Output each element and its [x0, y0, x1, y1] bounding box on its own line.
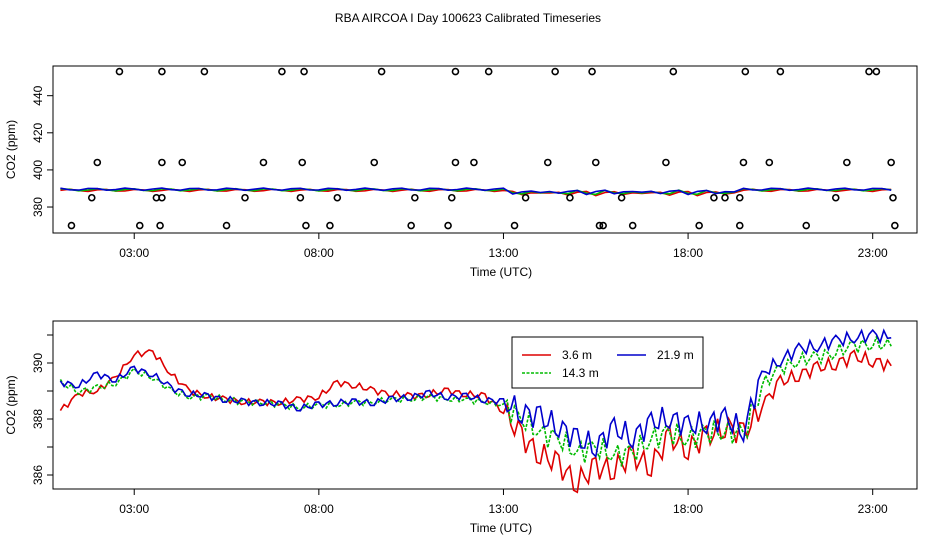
y-tick-label: 420: [31, 122, 45, 142]
series-line-14-3-m: [59, 334, 892, 467]
flag-point: [695, 221, 703, 230]
flag-point: [158, 67, 166, 76]
flag-point: [802, 221, 811, 230]
flag-point: [447, 193, 456, 202]
flag-point: [735, 193, 744, 202]
x-tick-label: 13:00: [488, 246, 518, 260]
flag-point: [278, 67, 286, 76]
flag-point: [776, 67, 785, 76]
x-tick-label: 18:00: [673, 246, 703, 260]
plot-frame: [52, 320, 918, 490]
flag-point: [591, 158, 600, 167]
series-line-3-6-m: [59, 349, 892, 494]
x-tick-label: 23:00: [858, 502, 888, 516]
flag-point: [891, 221, 899, 230]
flag-point: [67, 221, 76, 230]
y-tick-label: 400: [31, 160, 45, 180]
flag-point: [451, 67, 460, 76]
x-tick-label: 13:00: [488, 502, 518, 516]
flag-point: [741, 67, 750, 76]
legend-label: 14.3 m: [562, 366, 599, 380]
flag-point: [200, 67, 209, 76]
flag-point: [300, 67, 308, 76]
flag-point: [377, 67, 386, 76]
y-axis-label: CO2 (ppm): [4, 120, 18, 179]
flag-point: [156, 221, 164, 230]
flag-point: [87, 193, 96, 202]
flag-point: [566, 193, 574, 202]
flag-point: [241, 193, 249, 202]
x-tick-label: 23:00: [858, 246, 888, 260]
flag-point: [739, 158, 748, 167]
flag-point: [595, 221, 604, 230]
y-tick-label: 388: [31, 409, 45, 429]
flag-point: [588, 67, 596, 76]
legend: 3.6 m 14.3 m 21.9 m: [511, 336, 704, 389]
flag-point: [178, 158, 187, 167]
flag-point: [484, 67, 493, 76]
flag-point: [628, 221, 637, 230]
flag-point: [326, 221, 334, 230]
flag-point: [222, 221, 231, 230]
flag-point: [302, 221, 310, 230]
flag-point: [872, 67, 881, 76]
flag-point: [296, 193, 305, 202]
flag-point: [710, 193, 718, 202]
flag-point: [865, 67, 873, 76]
flag-point: [889, 193, 897, 202]
x-tick-label: 03:00: [119, 246, 149, 260]
flag-point: [158, 158, 166, 167]
series-line-21-9-m: [59, 328, 892, 459]
plot-frame: [52, 65, 918, 234]
flag-point: [93, 158, 102, 167]
legend-label: 3.6 m: [562, 348, 592, 362]
x-tick-label: 18:00: [673, 502, 703, 516]
x-axis-label: Time (UTC): [470, 521, 532, 535]
flag-point: [115, 67, 124, 76]
flag-point: [333, 193, 342, 202]
x-axis-label: Time (UTC): [470, 265, 532, 279]
legend-label: 21.9 m: [657, 348, 694, 362]
flag-point: [298, 158, 307, 167]
y-axis-label: CO2 (ppm): [4, 375, 18, 434]
flag-point: [407, 221, 415, 230]
flag-point: [451, 158, 460, 167]
flag-point: [543, 158, 552, 167]
x-tick-label: 08:00: [304, 502, 334, 516]
flag-point: [831, 193, 840, 202]
flag-point: [662, 158, 670, 167]
figure-title: RBA AIRCOA I Day 100623 Calibrated Times…: [335, 11, 601, 25]
flag-point: [370, 158, 379, 167]
y-tick-label: 390: [31, 353, 45, 373]
legend-box: [511, 336, 704, 389]
flag-point: [721, 193, 729, 202]
y-tick-label: 386: [31, 465, 45, 485]
flag-point: [599, 221, 607, 230]
flag-point: [158, 193, 166, 202]
flag-point: [551, 67, 559, 76]
flag-point: [470, 158, 478, 167]
flag-point: [669, 67, 678, 76]
flag-point: [411, 193, 419, 202]
flag-point: [521, 193, 530, 202]
flag-point: [887, 158, 895, 167]
x-tick-label: 08:00: [304, 246, 334, 260]
y-tick-label: 440: [31, 85, 45, 105]
y-tick-label: 380: [31, 197, 45, 217]
flag-point: [259, 158, 268, 167]
bottom-panel: 03:00 08:00 13:00 18:00 23:00 Time (UTC) 386 38…: [4, 320, 918, 535]
x-tick-label: 03:00: [119, 502, 149, 516]
flag-point: [735, 221, 744, 230]
flag-point: [765, 158, 774, 167]
flag-point: [444, 221, 452, 230]
series-line-21-9-m: [60, 187, 892, 196]
top-panel: 03:00 08:00 13:00 18:00 23:00 Time (UTC) 380 40…: [4, 65, 918, 279]
flag-point: [843, 158, 851, 167]
flag-point: [510, 221, 519, 230]
flag-point: [617, 193, 626, 202]
flag-point: [135, 221, 144, 230]
